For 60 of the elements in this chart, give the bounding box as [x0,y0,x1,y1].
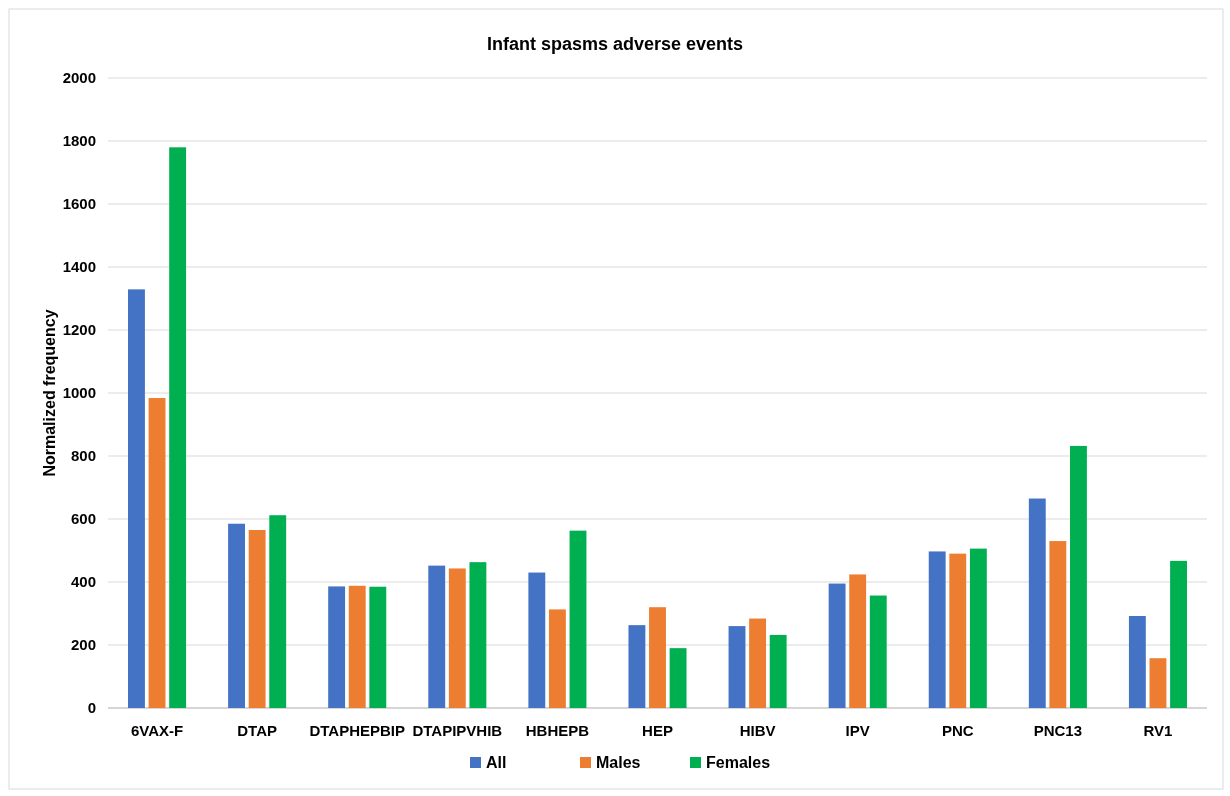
y-tick-label: 1000 [62,384,96,402]
x-tick-label: HEP [642,722,673,739]
bar [949,553,967,708]
bar [628,625,646,708]
y-tick-label: 800 [70,447,96,465]
bar [528,572,546,708]
x-tick-label: DTAP [237,722,277,739]
chart-title: Infant spasms adverse events [486,34,744,54]
y-tick-label: 200 [70,636,96,654]
y-tick-label: 1600 [62,195,96,213]
bar [1049,541,1067,708]
y-tick-label: 2000 [62,69,96,87]
x-tick-label: PNC13 [1033,722,1083,739]
bar [348,585,366,708]
y-tick-label: 1200 [62,321,96,339]
y-tick-label: 1800 [62,132,96,150]
bar [1028,498,1046,708]
bar [849,574,867,708]
legend-label: Females [706,754,771,771]
x-tick-label: 6VAX-F [130,722,184,739]
bar [228,523,245,708]
bar [649,607,666,708]
bar [869,595,887,708]
bar [269,515,287,708]
bar [148,398,166,708]
bar [669,648,687,708]
bar [169,147,187,708]
legend-label: All [486,754,507,771]
bar [128,289,145,708]
y-tick-label: 400 [70,573,96,591]
x-tick-label: DTAPHEPBIP [309,722,406,739]
bar [828,583,846,708]
x-tick-label: HBHEPB [525,722,590,739]
x-tick-label: DTAPIPVHIB [412,722,503,739]
x-tick-label: HIBV [739,722,776,739]
bar [369,586,387,708]
bar [548,609,566,708]
bar [569,530,587,708]
bar [969,548,987,708]
bar [769,634,787,708]
bar [328,586,346,708]
x-tick-label: PNC [941,722,974,739]
y-axis-title: Normalized frequency [41,309,58,477]
y-tick-label: 0 [87,699,96,717]
bar [428,565,446,708]
bar [248,530,266,708]
bar [928,551,946,708]
bar [1128,616,1146,708]
y-tick-label: 1400 [62,258,96,276]
x-tick-label: IPV [845,722,870,739]
y-tick-label: 600 [70,510,96,528]
legend-label: Males [596,754,641,771]
bar [749,618,767,708]
bar [448,568,466,708]
bar [1070,445,1087,708]
bar [469,562,487,708]
bar [728,626,746,708]
bar [1149,658,1167,708]
x-tick-label: RV1 [1143,722,1173,739]
bar [1170,560,1187,708]
